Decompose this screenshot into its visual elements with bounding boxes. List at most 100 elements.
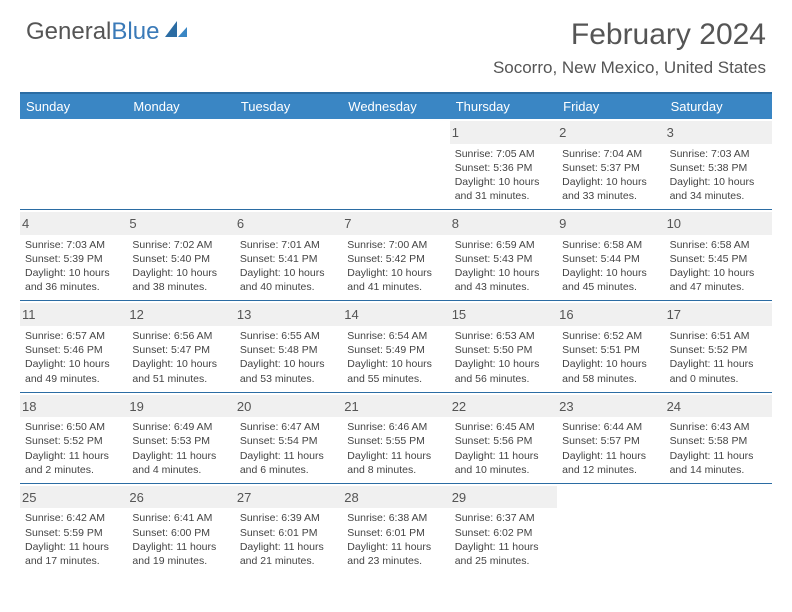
day-cell: 24Sunrise: 6:43 AMSunset: 5:58 PMDayligh… [665, 393, 772, 483]
sunset-text: Sunset: 5:36 PM [455, 161, 552, 175]
day-cell: 16Sunrise: 6:52 AMSunset: 5:51 PMDayligh… [557, 301, 664, 391]
day-info: Sunrise: 6:43 AMSunset: 5:58 PMDaylight:… [669, 420, 768, 477]
daylight-text: Daylight: 11 hours and 25 minutes. [455, 540, 552, 568]
daylight-text: Daylight: 11 hours and 0 minutes. [670, 357, 767, 385]
day-cell: 4Sunrise: 7:03 AMSunset: 5:39 PMDaylight… [20, 210, 127, 300]
day-cell: 0 [235, 119, 342, 209]
day-info: Sunrise: 6:58 AMSunset: 5:45 PMDaylight:… [669, 238, 768, 295]
day-info: Sunrise: 6:58 AMSunset: 5:44 PMDaylight:… [561, 238, 660, 295]
day-number: 11 [20, 303, 127, 326]
day-info: Sunrise: 6:56 AMSunset: 5:47 PMDaylight:… [131, 329, 230, 386]
sunrise-text: Sunrise: 6:44 AM [562, 420, 659, 434]
sunset-text: Sunset: 5:44 PM [562, 252, 659, 266]
sunset-text: Sunset: 6:01 PM [347, 526, 444, 540]
day-cell: 27Sunrise: 6:39 AMSunset: 6:01 PMDayligh… [235, 484, 342, 574]
day-cell: 10 Sunrise: 6:58 AMSunset: 5:45 PMDayligh… [665, 210, 772, 300]
sunrise-text: Sunrise: 6:46 AM [347, 420, 444, 434]
day-cell: 28Sunrise: 6:38 AMSunset: 6:01 PMDayligh… [342, 484, 449, 574]
day-cell: 0 [665, 484, 772, 574]
day-number: 29 [450, 486, 557, 509]
sunrise-text: Sunrise: 6:58 AM [562, 238, 659, 252]
daylight-text: Daylight: 11 hours and 4 minutes. [132, 449, 229, 477]
sunset-text: Sunset: 5:59 PM [25, 526, 122, 540]
sunset-text: Sunset: 6:02 PM [455, 526, 552, 540]
daylight-text: Daylight: 11 hours and 21 minutes. [240, 540, 337, 568]
sunrise-text: Sunrise: 6:51 AM [670, 329, 767, 343]
sunset-text: Sunset: 5:58 PM [670, 434, 767, 448]
day-cell: 26Sunrise: 6:41 AMSunset: 6:00 PMDayligh… [127, 484, 234, 574]
day-number: 20 [235, 395, 342, 418]
daylight-text: Daylight: 10 hours and 47 minutes. [670, 266, 767, 294]
sunrise-text: Sunrise: 6:45 AM [455, 420, 552, 434]
month-title: February 2024 [493, 18, 766, 52]
weekday-header: Monday [127, 94, 234, 119]
week-row: 25 Sunrise: 6:42 AMSunset: 5:59 PM Dayligh… [20, 484, 772, 574]
day-info: Sunrise: 7:01 AMSunset: 5:41 PMDaylight:… [239, 238, 338, 295]
day-number: 25 [20, 486, 127, 509]
sunrise-text: Sunrise: 6:39 AM [240, 511, 337, 525]
day-number: 10 [665, 212, 772, 235]
sunrise-text: Sunrise: 6:57 AM [25, 329, 122, 343]
day-cell: 7Sunrise: 7:00 AMSunset: 5:42 PMDaylight… [342, 210, 449, 300]
day-info: Sunrise: 7:05 AMSunset: 5:36 PMDaylight:… [454, 147, 553, 204]
day-info: Sunrise: 6:51 AMSunset: 5:52 PMDaylight:… [669, 329, 768, 386]
sunset-text: Sunset: 6:00 PM [132, 526, 229, 540]
sunset-text: Sunset: 5:50 PM [455, 343, 552, 357]
day-number: 1 [450, 121, 557, 144]
sunrise-text: Sunrise: 6:37 AM [455, 511, 552, 525]
sunrise-text: Sunrise: 6:59 AM [455, 238, 552, 252]
day-cell: 15Sunrise: 6:53 AMSunset: 5:50 PMDayligh… [450, 301, 557, 391]
day-info: Sunrise: 6:47 AMSunset: 5:54 PMDaylight:… [239, 420, 338, 477]
day-cell: 12 Sunrise: 6:56 AMSunset: 5:47 PMDayligh… [127, 301, 234, 391]
day-info: Sunrise: 6:54 AMSunset: 5:49 PMDaylight:… [346, 329, 445, 386]
daylight-text: Daylight: 10 hours and 55 minutes. [347, 357, 444, 385]
day-number: 24 [665, 395, 772, 418]
sunrise-text: Sunrise: 6:42 AM [25, 511, 122, 525]
day-info: Sunrise: 7:00 AMSunset: 5:42 PMDaylight:… [346, 238, 445, 295]
sunset-text: Sunset: 5:39 PM [25, 252, 122, 266]
weekday-header: Friday [557, 94, 664, 119]
sunset-text: Sunset: 5:52 PM [670, 343, 767, 357]
sunrise-text: Sunrise: 6:49 AM [132, 420, 229, 434]
weekday-header: Tuesday [235, 94, 342, 119]
calendar-grid: SundayMondayTuesdayWednesdayThursdayFrid… [20, 92, 772, 574]
day-info: Sunrise: 6:38 AMSunset: 6:01 PMDaylight:… [346, 511, 445, 568]
day-number: 26 [127, 486, 234, 509]
day-info: Sunrise: 6:37 AMSunset: 6:02 PMDaylight:… [454, 511, 553, 568]
daylight-text: Daylight: 10 hours and 43 minutes. [455, 266, 552, 294]
logo: GeneralBlue [26, 18, 189, 46]
sunset-text: Sunset: 5:52 PM [25, 434, 122, 448]
day-number: 9 [557, 212, 664, 235]
sunrise-text: Sunrise: 6:54 AM [347, 329, 444, 343]
day-number: 19 [127, 395, 234, 418]
day-info: Sunrise: 6:45 AMSunset: 5:56 PMDaylight:… [454, 420, 553, 477]
day-cell: 13Sunrise: 6:55 AMSunset: 5:48 PMDayligh… [235, 301, 342, 391]
sunset-text: Sunset: 5:57 PM [562, 434, 659, 448]
sunset-text: Sunset: 5:53 PM [132, 434, 229, 448]
day-number: 5 [127, 212, 234, 235]
day-info: Sunrise: 6:52 AMSunset: 5:51 PMDaylight:… [561, 329, 660, 386]
daylight-text: Daylight: 10 hours and 49 minutes. [25, 357, 122, 385]
daylight-text: Daylight: 10 hours and 53 minutes. [240, 357, 337, 385]
weeks-container: 00001Sunrise: 7:05 AMSunset: 5:36 PMDayl… [20, 119, 772, 574]
day-info: Sunrise: 6:49 AMSunset: 5:53 PMDaylight:… [131, 420, 230, 477]
day-cell: 20Sunrise: 6:47 AMSunset: 5:54 PMDayligh… [235, 393, 342, 483]
logo-text-blue: Blue [111, 18, 159, 46]
day-cell: 5Sunrise: 7:02 AMSunset: 5:40 PMDaylight… [127, 210, 234, 300]
sunset-text: Sunset: 5:37 PM [562, 161, 659, 175]
daylight-text: Daylight: 11 hours and 8 minutes. [347, 449, 444, 477]
sunrise-text: Sunrise: 6:50 AM [25, 420, 122, 434]
day-number: 21 [342, 395, 449, 418]
day-number: 3 [665, 121, 772, 144]
day-cell: 0 [127, 119, 234, 209]
day-number: 12 [127, 303, 234, 326]
sunrise-text: Sunrise: 6:38 AM [347, 511, 444, 525]
sunset-text: Sunset: 5:47 PM [132, 343, 229, 357]
day-cell: 17Sunrise: 6:51 AMSunset: 5:52 PMDayligh… [665, 301, 772, 391]
day-info: Sunrise: 6:53 AMSunset: 5:50 PMDaylight:… [454, 329, 553, 386]
weekday-header: Sunday [20, 94, 127, 119]
day-number: 2 [557, 121, 664, 144]
sunset-text: Sunset: 6:01 PM [240, 526, 337, 540]
sunset-text: Sunset: 5:41 PM [240, 252, 337, 266]
sunset-text: Sunset: 5:46 PM [25, 343, 122, 357]
